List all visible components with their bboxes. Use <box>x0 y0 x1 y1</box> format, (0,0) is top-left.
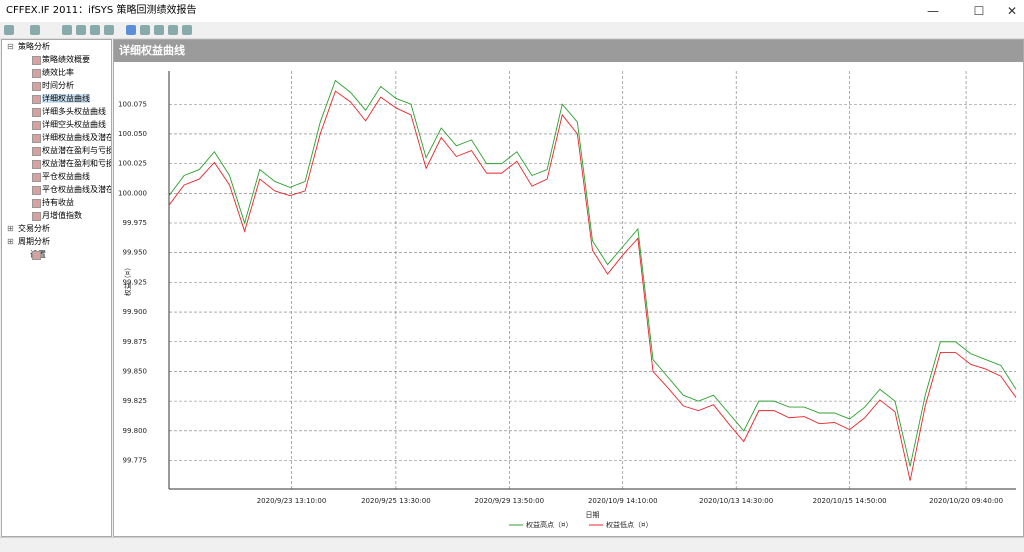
x-tick-label: 2020/9/29 13:50:00 <box>475 497 545 505</box>
tree-item-label: 权益潜在盈利和亏损 <box>42 159 111 168</box>
y-tick-label: 99.775 <box>123 457 148 465</box>
tree-item[interactable]: 绩效比率 <box>2 66 111 79</box>
tool-button[interactable] <box>140 25 150 35</box>
tree-group-label: 策略分析 <box>18 42 50 51</box>
y-tick-label: 99.925 <box>123 278 148 286</box>
tree-group[interactable]: 交易分析 <box>2 222 111 235</box>
tree-item[interactable]: 月增值指数 <box>2 209 111 222</box>
y-tick-label: 100.025 <box>118 160 147 168</box>
tool-button[interactable] <box>104 25 114 35</box>
series-line <box>168 79 1017 467</box>
chart: 100.075 100.050 100.025 100.000 99.975 99.950… <box>118 71 1017 529</box>
nav-tree: 策略分析策略绩效概要绩效比率时间分析详细权益曲线详细多头权益曲线详细空头权益曲线… <box>1 39 112 537</box>
tool-button[interactable] <box>62 25 72 35</box>
x-axis-label: 日期 <box>586 511 600 519</box>
toolbar <box>0 22 1024 39</box>
y-tick-label: 100.075 <box>118 100 147 108</box>
x-tick-label: 2020/10/20 09:40:00 <box>929 497 1003 505</box>
x-tick-label: 2020/9/25 13:30:00 <box>361 497 431 505</box>
tree-item-label: 详细多头权益曲线 <box>42 107 106 116</box>
y-tick-label: 100.050 <box>118 130 147 138</box>
close-button[interactable]: ✕ <box>1006 4 1018 18</box>
x-tick-label: 2020/9/23 13:10:00 <box>257 497 327 505</box>
series-line <box>168 90 1017 481</box>
y-tick-label: 99.975 <box>123 219 148 227</box>
tree-item-label: 权益潜在盈利与亏损 <box>42 146 111 155</box>
tree-item-label: 绩效比率 <box>42 68 74 77</box>
tool-button[interactable] <box>4 25 14 35</box>
tree-item[interactable]: 策略绩效概要 <box>2 53 111 66</box>
tree-item-label: 详细权益曲线及潜在 <box>42 133 111 142</box>
y-axis-label: 权益（¤） <box>123 264 132 296</box>
tool-button[interactable] <box>154 25 164 35</box>
y-tick-label: 99.825 <box>123 397 148 405</box>
tree-item[interactable]: 详细权益曲线 <box>2 92 111 105</box>
y-tick-label: 100.000 <box>118 189 147 197</box>
minimize-button[interactable]: — <box>927 4 939 18</box>
y-tick-label: 99.875 <box>123 338 148 346</box>
tree-item[interactable]: 权益潜在盈利与亏损 <box>2 144 111 157</box>
tree-item[interactable]: 平仓权益曲线 <box>2 170 111 183</box>
panel-header: 详细权益曲线 <box>114 40 1023 62</box>
tool-button[interactable] <box>90 25 100 35</box>
tool-button[interactable] <box>182 25 192 35</box>
tree-item[interactable]: 详细权益曲线及潜在 <box>2 131 111 144</box>
tree-group-label: 周期分析 <box>18 237 50 246</box>
legend-label: 权益高点（¤） <box>526 520 572 529</box>
tree-item[interactable]: 持有收益 <box>2 196 111 209</box>
tree-item-label: 平仓权益曲线及潜在 <box>42 185 111 194</box>
tree-item[interactable]: 时间分析 <box>2 79 111 92</box>
legend-label: 权益低点（¤） <box>606 520 652 529</box>
tree-item-label: 策略绩效概要 <box>42 55 90 64</box>
tool-button[interactable] <box>126 25 136 35</box>
tree-group[interactable]: 周期分析 <box>2 235 111 248</box>
tool-button[interactable] <box>30 25 40 35</box>
y-tick-label: 99.900 <box>123 308 148 316</box>
tree-item[interactable]: 详细多头权益曲线 <box>2 105 111 118</box>
tree-group[interactable]: 设置 <box>2 248 111 261</box>
maximize-button[interactable]: ☐ <box>973 4 985 18</box>
title-bar: CFFEX.IF 2011：ifSYS 策略回测绩效报告 — ☐ ✕ <box>0 0 1024 22</box>
y-tick-label: 99.800 <box>123 427 148 435</box>
y-tick-label: 99.850 <box>123 367 148 375</box>
x-tick-label: 2020/10/13 14:30:00 <box>699 497 773 505</box>
y-tick-label: 99.950 <box>123 249 148 257</box>
tree-item[interactable]: 权益潜在盈利和亏损 <box>2 157 111 170</box>
chart-panel: 详细权益曲线 100.075 100.050 100.025 100.000 99.97… <box>113 39 1024 537</box>
tree-item-label: 详细权益曲线 <box>42 94 90 103</box>
tree-item-label: 平仓权益曲线 <box>42 172 90 181</box>
tree-group[interactable]: 策略分析 <box>2 40 111 53</box>
scrollbar[interactable] <box>0 537 1024 552</box>
window-title: CFFEX.IF 2011：ifSYS 策略回测绩效报告 <box>6 5 197 16</box>
tree-item-label: 详细空头权益曲线 <box>42 120 106 129</box>
x-tick-label: 2020/10/9 14:10:00 <box>588 497 658 505</box>
tree-item-label: 月增值指数 <box>42 211 82 220</box>
tree-group-label: 设置 <box>30 250 46 259</box>
tree-item-label: 持有收益 <box>42 198 74 207</box>
x-tick-label: 2020/10/15 14:50:00 <box>813 497 887 505</box>
tree-item[interactable]: 详细空头权益曲线 <box>2 118 111 131</box>
tool-button[interactable] <box>168 25 178 35</box>
tool-button[interactable] <box>76 25 86 35</box>
tree-group-label: 交易分析 <box>18 224 50 233</box>
tree-item[interactable]: 平仓权益曲线及潜在 <box>2 183 111 196</box>
tree-item-label: 时间分析 <box>42 81 74 90</box>
